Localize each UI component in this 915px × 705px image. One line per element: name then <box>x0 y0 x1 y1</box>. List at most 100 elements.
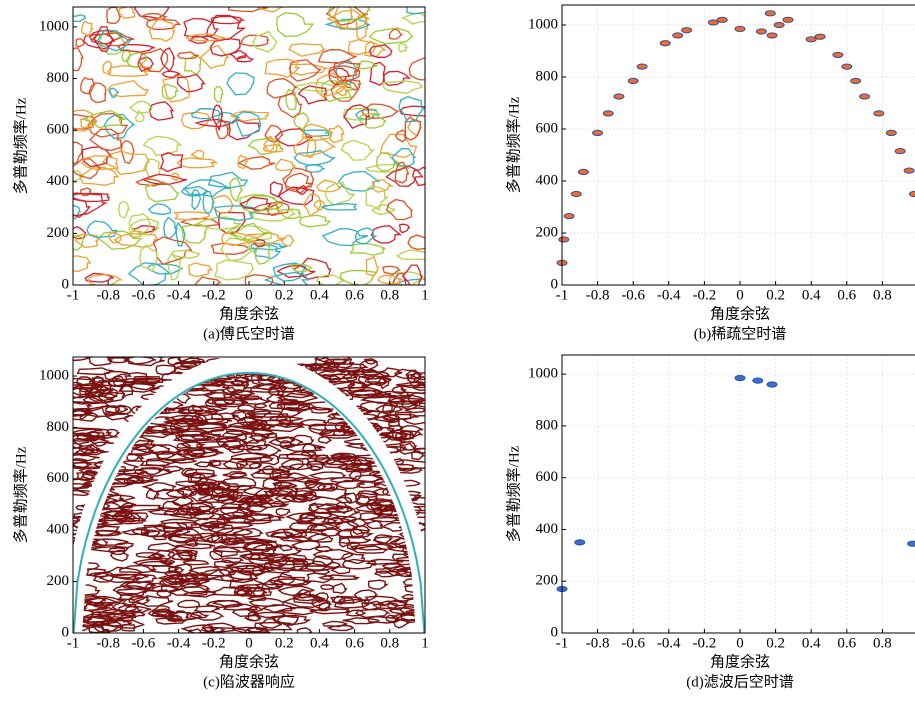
contour-texture <box>261 544 302 556</box>
contour-texture <box>147 507 189 516</box>
y-tick-label: 0 <box>62 624 70 640</box>
contour-texture <box>275 158 296 172</box>
contour-texture <box>267 436 304 448</box>
contour-texture <box>341 558 377 570</box>
contour-texture <box>365 558 404 565</box>
spectrum-peak <box>873 110 885 117</box>
contour-texture <box>259 454 280 466</box>
contour-texture <box>155 364 177 376</box>
x-tick-label: 1 <box>421 287 429 303</box>
contour-texture <box>217 111 241 124</box>
contour-texture <box>364 595 401 606</box>
x-tick-label: -0.6 <box>132 635 156 651</box>
contour-texture <box>100 388 119 399</box>
contour-texture <box>89 82 107 103</box>
contour-texture <box>245 606 264 613</box>
contour-texture <box>349 526 367 539</box>
contour-texture <box>313 200 328 211</box>
contour-texture <box>93 26 114 52</box>
plot-area <box>73 7 425 285</box>
contour-texture <box>288 63 328 76</box>
contour-texture <box>179 582 211 595</box>
contour-texture <box>266 203 280 216</box>
contour-texture <box>332 582 348 595</box>
contour-texture <box>252 611 286 619</box>
spectrum-peak <box>903 167 915 174</box>
contour-texture <box>296 588 313 599</box>
contour-texture <box>248 432 271 443</box>
contour-texture <box>76 367 115 376</box>
contour-texture <box>182 590 217 598</box>
contour-texture <box>257 419 294 428</box>
contour-texture <box>357 490 381 499</box>
contour-texture <box>131 611 146 618</box>
contour-texture <box>73 357 92 362</box>
contour-texture <box>320 584 336 591</box>
contour-texture <box>119 564 157 574</box>
contour-texture <box>389 599 409 607</box>
contour-texture <box>220 476 257 488</box>
contour-texture <box>73 198 91 219</box>
x-tick-label: -0.8 <box>96 635 120 651</box>
contour-texture <box>175 543 216 550</box>
contour-texture <box>237 404 258 413</box>
contour-texture <box>242 232 286 245</box>
contour-texture <box>210 412 239 421</box>
contour-texture <box>140 466 164 475</box>
contour-texture <box>229 379 249 387</box>
contour-texture <box>316 274 346 285</box>
contour-texture <box>399 442 417 455</box>
contour-texture <box>295 184 309 195</box>
contour-texture <box>79 166 120 186</box>
y-tick-label: 0 <box>551 624 559 640</box>
contour-texture <box>266 78 298 99</box>
spectrum-peak <box>577 168 589 176</box>
contour-texture <box>73 225 87 240</box>
contour-texture <box>388 418 401 427</box>
y-axis-label: 多普勒频率/Hz <box>505 445 522 542</box>
y-axis-label: 多普勒频率/Hz <box>12 97 29 194</box>
contour-texture <box>312 568 331 575</box>
contour-texture <box>113 542 135 550</box>
contour-texture <box>365 255 380 277</box>
contour-texture <box>121 512 149 522</box>
contour-texture <box>282 528 308 539</box>
contour-texture <box>289 434 315 447</box>
contour-texture <box>81 155 120 171</box>
contour-texture <box>235 394 263 401</box>
contour-texture <box>73 234 85 251</box>
contour-texture <box>128 213 151 234</box>
contour-texture <box>144 182 180 203</box>
contour-texture <box>334 7 354 30</box>
x-tick-label: -0.8 <box>96 287 120 303</box>
contour-texture <box>178 580 203 588</box>
contour-texture <box>292 476 322 483</box>
contour-texture <box>176 157 219 169</box>
contour-texture <box>262 489 292 497</box>
contour-texture <box>343 104 370 130</box>
contour-texture <box>211 104 224 132</box>
contour-texture <box>73 47 85 72</box>
contour-texture <box>107 64 153 77</box>
contour-texture <box>237 154 248 170</box>
contour-texture <box>187 565 222 575</box>
contour-texture <box>73 447 95 455</box>
contour-texture <box>187 628 203 633</box>
contour-texture <box>205 397 236 406</box>
contour-texture <box>112 585 154 595</box>
contour-texture <box>274 494 298 504</box>
contour-texture <box>223 515 257 524</box>
x-tick-label: -1 <box>556 635 569 651</box>
contour-texture <box>109 87 120 99</box>
contour-texture <box>79 411 100 422</box>
contour-texture <box>86 220 118 239</box>
contour-texture <box>77 386 95 393</box>
plot-area <box>562 5 915 285</box>
contour-texture <box>278 453 312 460</box>
contour-texture <box>277 398 301 406</box>
contour-texture <box>316 361 341 370</box>
contour-texture <box>103 619 145 629</box>
contour-texture <box>134 109 145 123</box>
contour-texture <box>222 603 259 611</box>
contour-texture <box>210 242 253 255</box>
